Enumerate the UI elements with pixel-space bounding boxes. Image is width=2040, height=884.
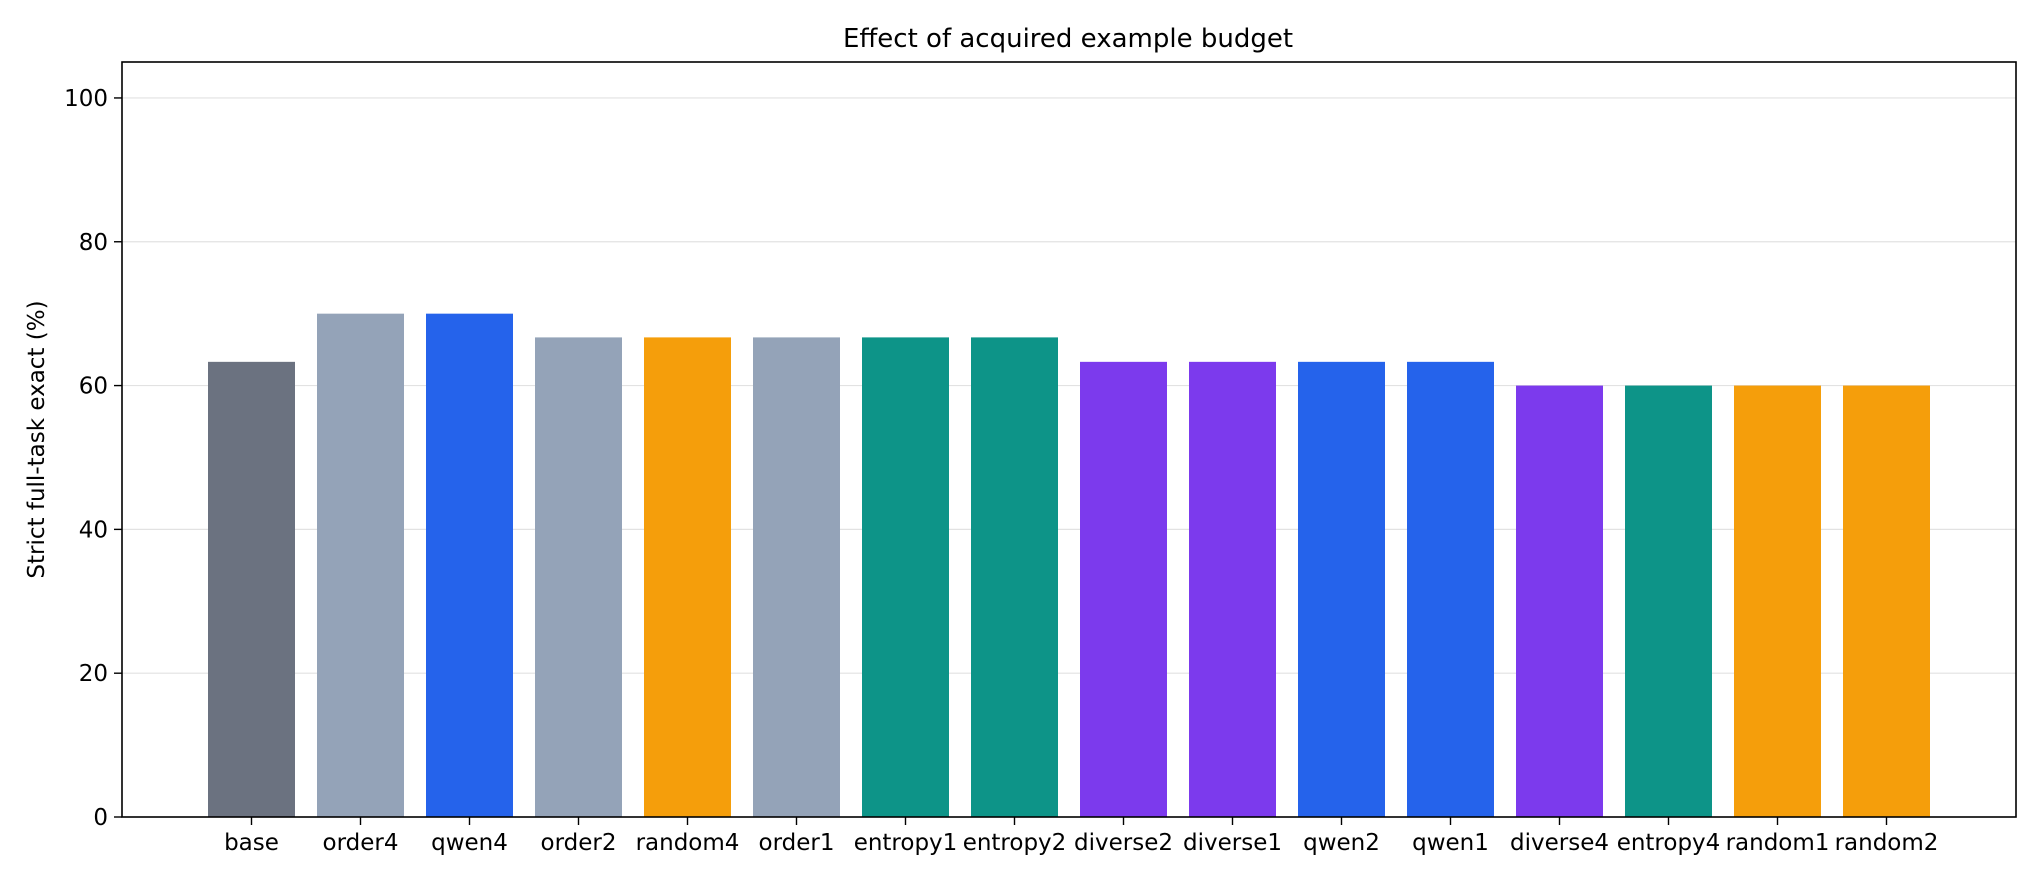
x-tick-label: order4 (323, 830, 399, 856)
bar-random1 (1734, 385, 1821, 817)
bar-order4 (317, 313, 404, 817)
x-tick-label: order1 (759, 830, 835, 856)
x-tick-label: qwen1 (1412, 830, 1489, 856)
y-tick-label: 60 (79, 374, 108, 400)
bar-random4 (644, 337, 731, 817)
y-tick-label: 100 (64, 86, 108, 112)
bar-diverse1 (1189, 361, 1276, 817)
bar-entropy1 (862, 337, 949, 817)
y-axis-label: Strict full-task exact (%) (24, 300, 50, 578)
x-tick-label: diverse4 (1510, 830, 1609, 856)
x-tick-label: qwen4 (431, 830, 508, 856)
x-tick-label: entropy2 (963, 830, 1067, 856)
plot-frame (121, 61, 2017, 818)
bar-base (208, 361, 295, 817)
bar-qwen4 (426, 313, 513, 817)
bar-qwen2 (1298, 361, 1385, 817)
x-tick-label: entropy4 (1617, 830, 1721, 856)
x-tick-label: qwen2 (1303, 830, 1380, 856)
x-tick-label: random1 (1726, 830, 1830, 856)
x-tick-label: diverse1 (1183, 830, 1282, 856)
bar-entropy4 (1625, 385, 1712, 817)
chart-title: Effect of acquired example budget (843, 24, 1293, 54)
bars (208, 313, 1930, 817)
y-tick-label: 20 (79, 661, 108, 687)
bar-random2 (1843, 385, 1930, 817)
bar-qwen1 (1407, 361, 1494, 817)
bar-order2 (535, 337, 622, 817)
y-tick-label: 0 (93, 805, 108, 831)
x-tick-label: random4 (636, 830, 740, 856)
y-tick-label: 40 (79, 517, 108, 543)
y-axis: 0 20 40 60 80 100 (64, 86, 122, 831)
bar-entropy2 (971, 337, 1058, 817)
x-tick-label: random2 (1835, 830, 1939, 856)
x-tick-label: base (224, 830, 279, 856)
bar-diverse4 (1516, 385, 1603, 817)
y-tick-label: 80 (79, 230, 108, 256)
x-tick-label: order2 (541, 830, 617, 856)
x-tick-label: entropy1 (854, 830, 958, 856)
bar-order1 (753, 337, 840, 817)
bar-diverse2 (1080, 361, 1167, 817)
x-tick-label: diverse2 (1074, 830, 1173, 856)
x-axis: base order4 qwen4 order2 random4 order1 entrop… (224, 817, 1938, 856)
